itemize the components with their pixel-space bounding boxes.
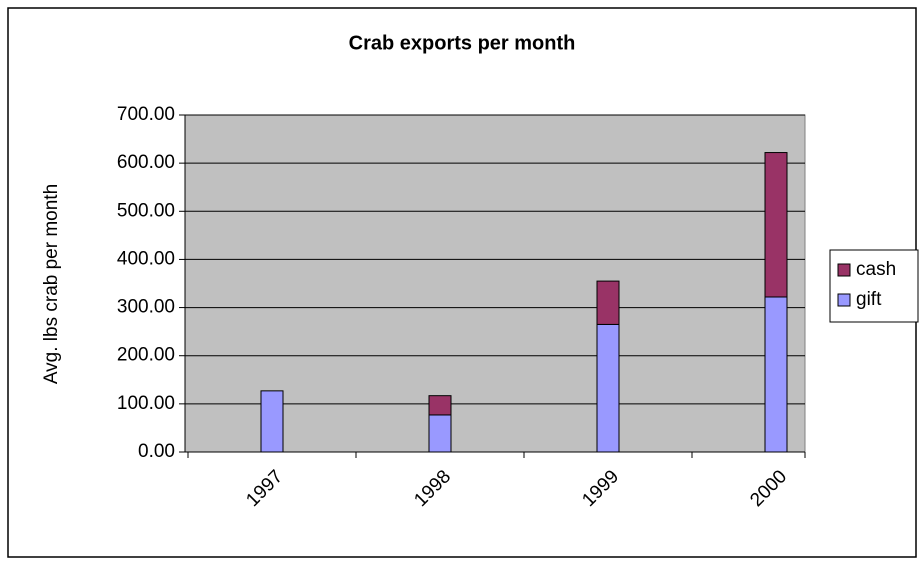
- y-tick-label: 300.00: [117, 297, 175, 318]
- bar-segment: [596, 323, 620, 453]
- bar-segment: [428, 395, 452, 416]
- y-tick-label: 200.00: [117, 345, 175, 366]
- y-tick-label: 0.00: [138, 441, 175, 462]
- legend-label: gift: [856, 289, 882, 310]
- legend-swatch: [837, 263, 851, 277]
- bar-segment: [260, 390, 284, 453]
- y-axis-label: Avg. lbs crab per month: [41, 184, 62, 384]
- plot-area: [184, 114, 806, 453]
- y-tick-label: 700.00: [117, 104, 175, 125]
- legend-box: [829, 249, 919, 323]
- y-tick-label: 100.00: [117, 393, 175, 414]
- bar-segment: [764, 296, 788, 453]
- bar-segment: [596, 280, 620, 325]
- chart-title: Crab exports per month: [349, 32, 576, 54]
- y-tick-label: 400.00: [117, 248, 175, 269]
- bar-segment: [764, 152, 788, 298]
- legend-label: cash: [856, 259, 896, 280]
- legend-swatch: [837, 293, 851, 307]
- bar-segment: [428, 414, 452, 453]
- y-tick-label: 600.00: [117, 152, 175, 173]
- y-tick-label: 500.00: [117, 200, 175, 221]
